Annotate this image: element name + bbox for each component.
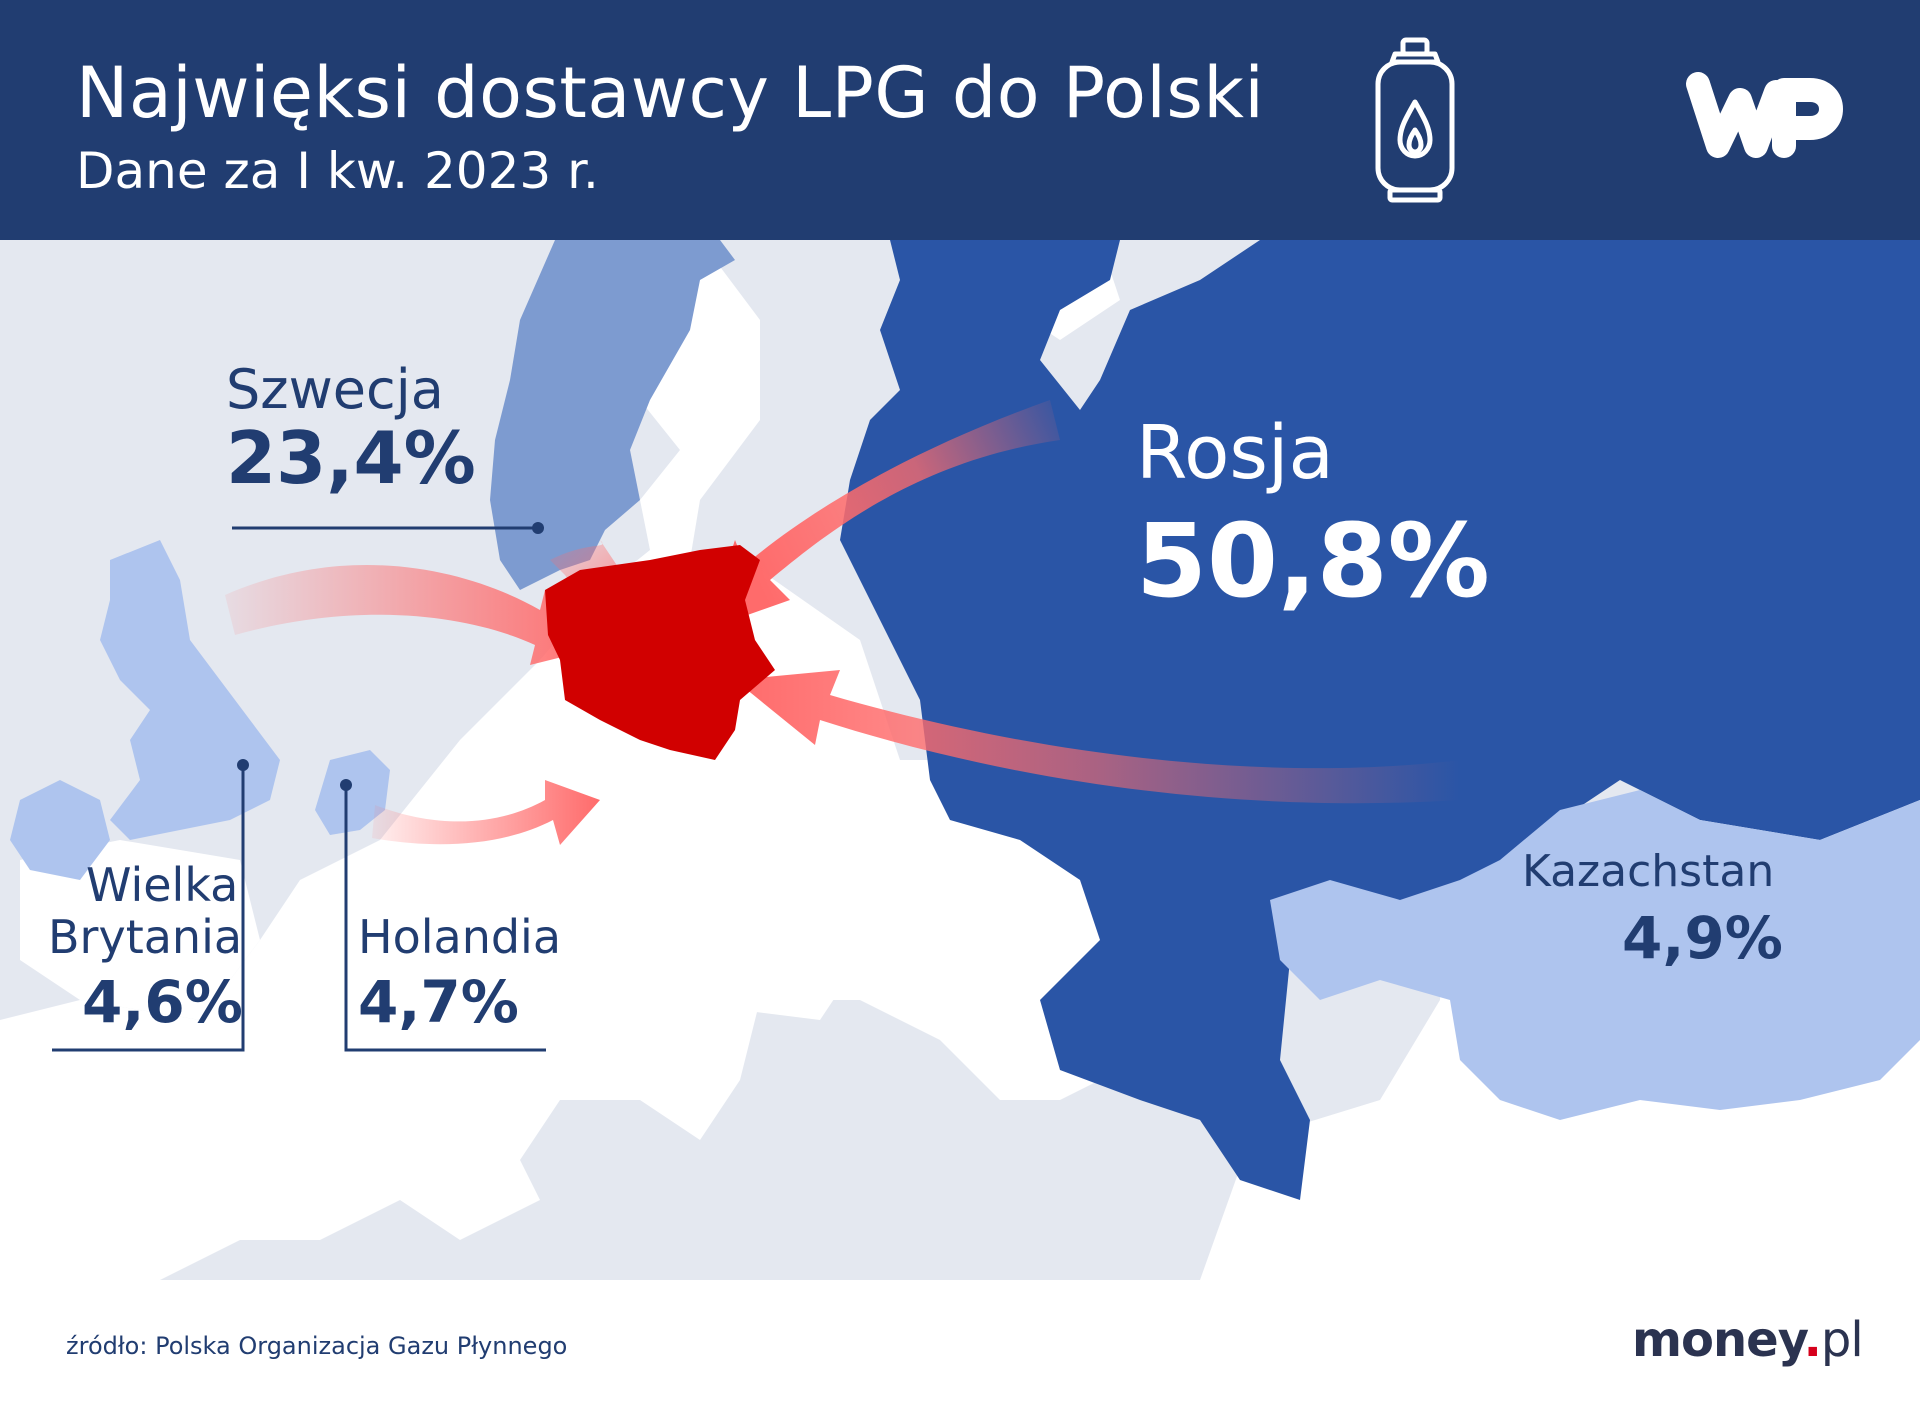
label-uk-country-line2: Brytania (48, 910, 243, 964)
kazakhstan-shape (1270, 790, 1920, 1120)
arrow-russia (705, 400, 1060, 630)
page-subtitle: Dane za I kw. 2023 r. (76, 142, 599, 200)
source-note: źródło: Polska Organizacja Gazu Płynnego (66, 1332, 568, 1360)
wp-logo (1686, 72, 1843, 158)
label-netherlands-country: Holandia (358, 910, 562, 964)
page-title: Najwięksi dostawcy LPG do Polski (76, 52, 1265, 134)
brand-tld: pl (1820, 1312, 1864, 1368)
brand-logo: money.pl (1632, 1312, 1864, 1368)
label-uk-value: 4,6% (82, 968, 243, 1036)
label-netherlands-value: 4,7% (358, 968, 519, 1036)
arrow-kazakhstan (735, 670, 1460, 804)
label-kazakhstan-value: 4,9% (1622, 904, 1783, 972)
label-sweden-country: Szwecja (226, 358, 444, 421)
brand-dot: . (1803, 1312, 1822, 1368)
uk-shape (100, 540, 280, 840)
arrow-uk (225, 564, 610, 665)
netherlands-shape (315, 750, 390, 835)
leader-dots (237, 522, 544, 791)
label-sweden-value: 23,4% (226, 416, 476, 500)
brand-main: money (1632, 1312, 1805, 1368)
poland-shape (545, 545, 775, 760)
arrow-netherlands (372, 780, 600, 845)
label-uk-country-line1: Wielka (86, 858, 239, 912)
sweden-shape (490, 240, 735, 590)
russia-shape (840, 240, 1920, 1200)
gas-cylinder-icon (1375, 37, 1455, 203)
label-russia-country: Rosja (1136, 410, 1334, 496)
leader-lines (52, 526, 546, 1052)
europe-map: Szwecja 23,4% Rosja 50,8% Kazachstan 4,9… (0, 240, 1920, 1280)
label-kazakhstan-country: Kazachstan (1522, 846, 1775, 897)
label-russia-value: 50,8% (1136, 502, 1490, 621)
map-canvas (0, 240, 1920, 1280)
header-banner: Najwięksi dostawcy LPG do Polski Dane za… (0, 0, 1920, 240)
